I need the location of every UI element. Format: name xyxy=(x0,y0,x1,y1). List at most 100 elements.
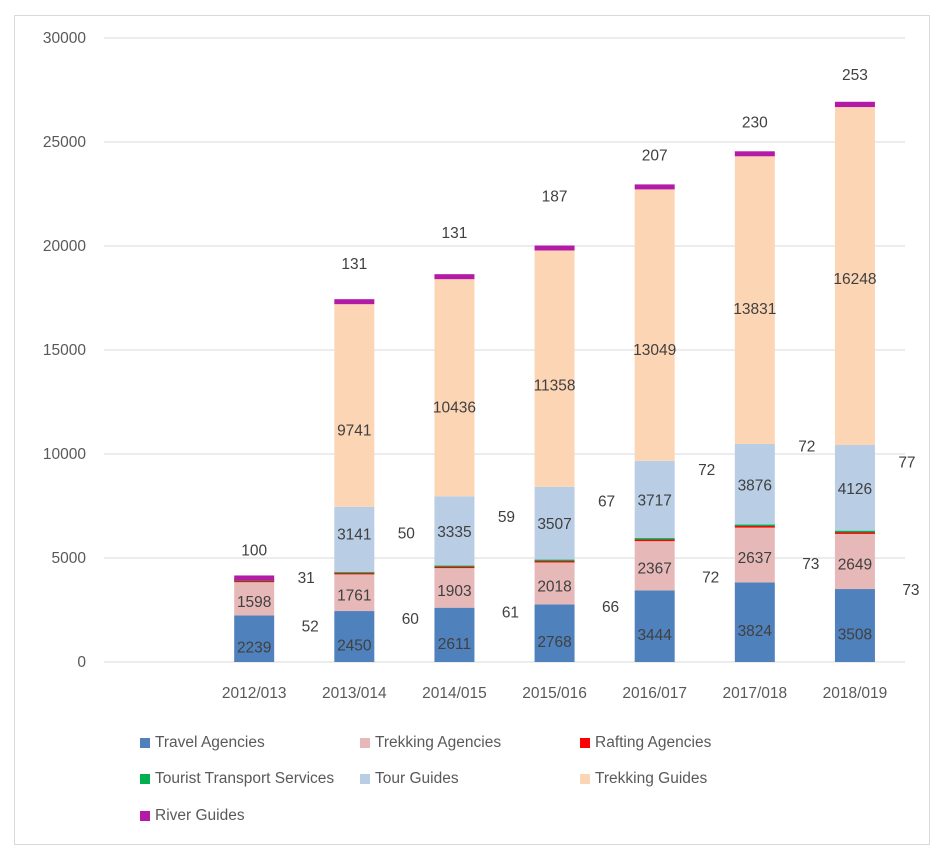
x-tick-label: 2016/017 xyxy=(622,685,687,702)
y-tick-label: 30000 xyxy=(43,30,86,47)
bar-segment-river-guides xyxy=(534,245,575,251)
bar-segment-river-guides xyxy=(634,184,675,190)
bar-segment-tourist-transport-services xyxy=(434,564,475,567)
bar-segment-tour-guides xyxy=(634,460,675,539)
x-tick-label: 2012/013 xyxy=(222,685,287,702)
data-label-river-guides: 230 xyxy=(742,114,768,131)
data-label-trekking-guides: 13831 xyxy=(733,301,776,318)
y-tick-label: 25000 xyxy=(43,134,86,151)
bar-segment-rafting-agencies xyxy=(734,525,775,528)
legend-item-rafting-agencies: Rafting Agencies xyxy=(580,734,711,752)
x-tick-label: 2013/014 xyxy=(322,685,387,702)
bar-segment-travel-agencies xyxy=(334,611,375,662)
legend-item-travel-agencies: Travel Agencies xyxy=(140,734,265,752)
data-label-river-guides: 131 xyxy=(442,225,468,242)
legend-label: River Guides xyxy=(155,807,245,824)
data-label-river-guides: 131 xyxy=(341,256,367,273)
bar-segment-tourist-transport-services xyxy=(834,530,875,533)
bar-segment-tour-guides xyxy=(734,443,775,525)
legend-label: Trekking Guides xyxy=(595,770,708,787)
data-label-travel-agencies: 3824 xyxy=(738,623,773,640)
bar-segment-trekking-agencies xyxy=(434,568,475,608)
data-label-trekking-guides: 13049 xyxy=(633,342,676,359)
bar-segment-river-guides xyxy=(734,151,775,157)
x-axis-ticks: 2012/013 2013/014 2014/015 2015/016 2016/017… xyxy=(222,685,887,702)
legend-swatch xyxy=(140,811,150,821)
data-label-trekking-agencies: 2018 xyxy=(537,578,571,595)
data-label-travel-agencies: 2611 xyxy=(438,636,471,653)
gridlines xyxy=(104,37,905,663)
bar-segment-trekking-agencies xyxy=(534,562,575,605)
data-label-tour-guides: 3507 xyxy=(537,516,571,533)
legend-swatch xyxy=(360,774,370,784)
data-label-rafting-agencies: 66 xyxy=(602,599,619,616)
bar-segment-trekking-guides xyxy=(634,189,675,461)
data-label-rafting-agencies: 60 xyxy=(402,611,420,628)
data-label-trekking-agencies: 1761 xyxy=(337,588,371,605)
y-tick-label: 0 xyxy=(77,654,86,671)
bar-segment-tourist-transport-services xyxy=(534,559,575,562)
data-label-river-guides: 187 xyxy=(542,188,568,205)
bar-segment-river-guides xyxy=(234,575,275,581)
bar-segment-trekking-agencies xyxy=(234,582,275,616)
data-label-trekking-agencies: 2367 xyxy=(637,561,671,578)
bar-segment-river-guides xyxy=(834,101,875,108)
y-axis-ticks: 0 5000 10000 15000 20000 25000 30000 xyxy=(43,30,86,671)
bar-segment-trekking-guides xyxy=(334,304,375,507)
data-label-tourist-transport-services: 77 xyxy=(898,455,915,472)
data-label-rafting-agencies: 73 xyxy=(902,582,919,599)
legend-swatch xyxy=(360,738,370,748)
data-label-tourist-transport-services: 67 xyxy=(598,493,615,510)
bar-segment-travel-agencies xyxy=(534,604,575,662)
data-label-trekking-agencies: 2637 xyxy=(738,550,772,567)
data-label-rafting-agencies: 52 xyxy=(302,619,319,636)
legend-swatch xyxy=(140,738,150,748)
data-label-trekking-agencies: 1598 xyxy=(237,594,271,611)
legend-swatch xyxy=(140,774,150,784)
bar-segment-trekking-guides xyxy=(834,107,875,445)
legend-label: Travel Agencies xyxy=(155,734,265,751)
y-tick-label: 20000 xyxy=(43,238,86,255)
bar-segment-trekking-agencies xyxy=(734,527,775,583)
bars xyxy=(234,101,875,662)
data-label-travel-agencies: 2450 xyxy=(337,638,372,655)
bar-segment-rafting-agencies xyxy=(634,539,675,542)
legend-swatch xyxy=(580,774,590,784)
bar-segment-river-guides xyxy=(334,299,375,305)
bar-segment-rafting-agencies xyxy=(534,560,575,563)
data-label-travel-agencies: 3444 xyxy=(637,627,672,644)
data-label-tour-guides: 3876 xyxy=(738,477,772,494)
x-tick-label: 2017/018 xyxy=(722,685,787,702)
data-label-trekking-guides: 10436 xyxy=(433,400,476,417)
data-label-rafting-agencies: 73 xyxy=(802,556,819,573)
bar-segment-river-guides xyxy=(434,274,475,280)
data-label-rafting-agencies: 61 xyxy=(502,604,519,621)
data-label-river-guides: 253 xyxy=(842,67,868,84)
bar-segment-trekking-guides xyxy=(434,279,475,497)
data-label-trekking-guides: 9741 xyxy=(337,422,371,439)
legend-item-tourist-transport-services: Tourist Transport Services xyxy=(140,770,334,788)
y-tick-label: 10000 xyxy=(43,446,86,463)
bar-segment-tourist-transport-services xyxy=(634,537,675,540)
legend-item-trekking-guides: Trekking Guides xyxy=(580,770,707,788)
bar-segment-tour-guides xyxy=(334,506,375,573)
data-label-tour-guides: 3717 xyxy=(637,492,671,509)
bar-segment-rafting-agencies xyxy=(834,531,875,534)
data-label-tourist-transport-services: 72 xyxy=(798,438,815,455)
legend-label: Rafting Agencies xyxy=(595,734,712,751)
bar-segment-travel-agencies xyxy=(434,607,475,662)
legend-item-trekking-agencies: Trekking Agencies xyxy=(360,734,501,752)
bar-segment-tour-guides xyxy=(434,496,475,566)
data-label-tourist-transport-services: 50 xyxy=(398,526,416,543)
bar-segment-rafting-agencies xyxy=(434,566,475,569)
data-label-travel-agencies: 2768 xyxy=(537,634,571,651)
data-label-tourist-transport-services: 72 xyxy=(698,462,715,479)
legend-swatch xyxy=(580,738,590,748)
bar-segment-tour-guides xyxy=(534,486,575,560)
data-label-trekking-agencies: 2649 xyxy=(838,556,872,573)
legend-label: Trekking Agencies xyxy=(375,734,502,751)
x-tick-label: 2015/016 xyxy=(522,685,587,702)
data-label-tourist-transport-services: 31 xyxy=(298,570,315,587)
data-label-river-guides: 207 xyxy=(642,147,668,164)
